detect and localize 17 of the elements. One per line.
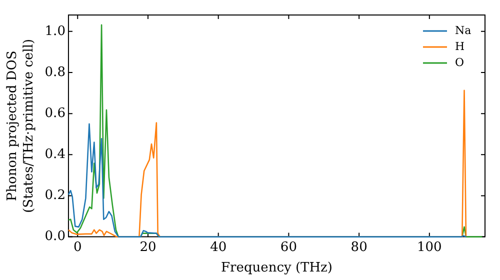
x-tick-label: 60 bbox=[280, 240, 297, 255]
y-tick-label: 0.4 bbox=[44, 147, 66, 162]
legend-label: Na bbox=[455, 24, 472, 37]
x-tick-label: 20 bbox=[140, 240, 156, 255]
y-tick-label: 0.8 bbox=[44, 64, 66, 80]
x-tick-label: 80 bbox=[350, 240, 368, 255]
x-tick-label: 100 bbox=[417, 240, 442, 255]
x-tick-label: 0 bbox=[73, 240, 82, 255]
x-axis-title: Frequency (THz) bbox=[221, 260, 332, 276]
y-tick-label: 0.2 bbox=[44, 188, 66, 204]
y-axis-title: Phonon projected DOS (States/THz·primitive cell) bbox=[4, 38, 37, 213]
legend-label: O bbox=[455, 56, 464, 69]
y-tick-label: 0.0 bbox=[44, 229, 66, 244]
x-tick-label: 40 bbox=[210, 240, 227, 255]
y-tick-label: 1.0 bbox=[44, 24, 66, 39]
legend-label: H bbox=[455, 40, 465, 53]
y-tick-label: 0.6 bbox=[44, 106, 66, 121]
